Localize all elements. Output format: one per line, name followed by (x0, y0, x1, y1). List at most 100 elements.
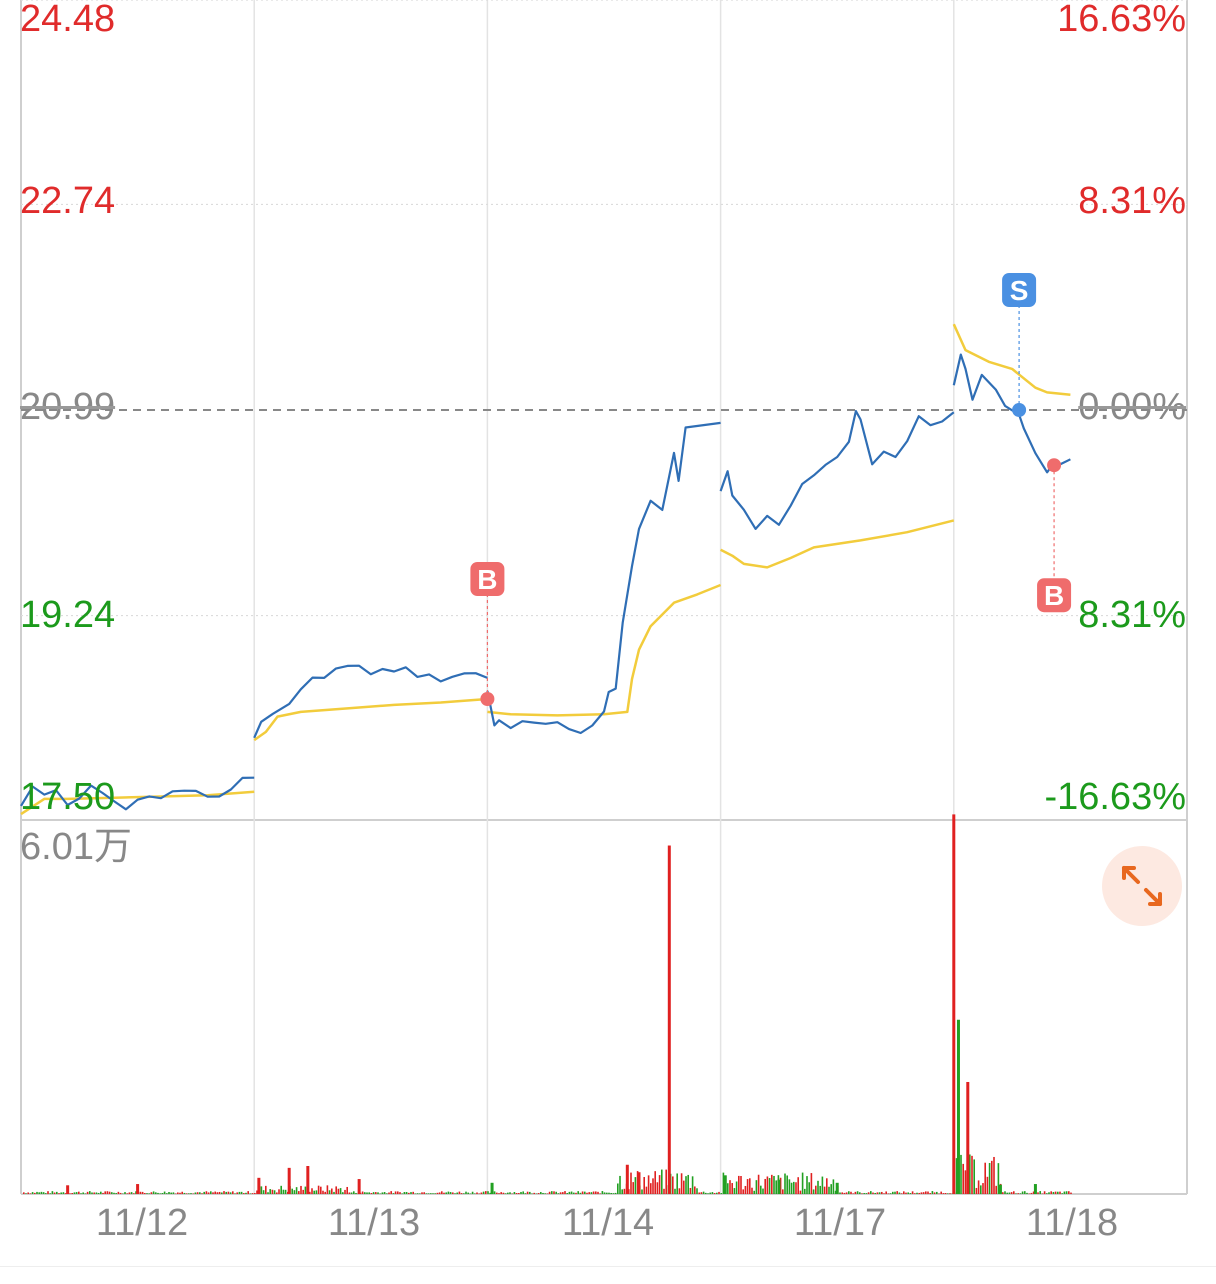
volume-bar (223, 1191, 225, 1194)
volume-bar (276, 1192, 278, 1194)
volume-bar (201, 1193, 203, 1194)
volume-bar (789, 1179, 791, 1194)
volume-bar (817, 1181, 819, 1194)
volume-bar (434, 1193, 436, 1194)
volume-bar (234, 1193, 236, 1194)
volume-bar (1037, 1192, 1039, 1194)
volume-bar (300, 1186, 302, 1194)
volume-bar (745, 1186, 747, 1194)
volume-bar (203, 1192, 205, 1194)
volume-bar (692, 1176, 694, 1194)
volume-bar (269, 1189, 271, 1194)
volume-bar (811, 1173, 813, 1194)
volume-spike-bar (358, 1179, 361, 1194)
marker-label-2: B (1044, 580, 1064, 611)
volume-bar (588, 1192, 590, 1194)
right-axis-label-base: 0.00% (1078, 388, 1186, 426)
volume-bar (274, 1190, 276, 1194)
volume-bar (443, 1193, 445, 1194)
volume-bar (749, 1178, 751, 1194)
volume-bar (38, 1192, 40, 1194)
volume-bar (1017, 1193, 1019, 1194)
volume-bar (709, 1193, 711, 1194)
volume-bar (885, 1191, 887, 1194)
volume-bar (650, 1183, 652, 1194)
volume-bar (320, 1187, 322, 1194)
volume-bar (186, 1193, 188, 1194)
volume-bar (696, 1188, 698, 1194)
volume-bar (498, 1193, 500, 1194)
volume-bar (881, 1192, 883, 1194)
volume-bar (923, 1192, 925, 1194)
volume-bar (362, 1191, 364, 1194)
volume-bar (1004, 1191, 1006, 1194)
volume-bar (564, 1191, 566, 1194)
volume-bar (903, 1191, 905, 1194)
volume-bar (857, 1191, 859, 1194)
volume-bar (553, 1191, 555, 1194)
volume-bar (1009, 1193, 1011, 1194)
expand-arrows-icon (1102, 846, 1182, 926)
volume-bar (793, 1182, 795, 1194)
volume-bar (34, 1193, 36, 1194)
volume-bar (390, 1191, 392, 1194)
volume-bar (115, 1193, 117, 1194)
volume-bar (267, 1192, 269, 1194)
volume-bar (679, 1188, 681, 1194)
volume-bar (806, 1176, 808, 1194)
volume-bar (184, 1193, 186, 1194)
marker-label-0: B (477, 564, 497, 595)
volume-bar (439, 1192, 441, 1194)
volume-bar (960, 1155, 962, 1194)
volume-bar (894, 1192, 896, 1194)
volume-bar (760, 1186, 762, 1194)
volume-bar (1024, 1191, 1026, 1194)
volume-bar (914, 1193, 916, 1194)
avg-price-line-segment-2 (487, 585, 720, 715)
expand-fullscreen-button[interactable] (1102, 846, 1182, 926)
volume-bar (327, 1185, 329, 1194)
volume-bar (575, 1193, 577, 1194)
volume-bar (597, 1192, 599, 1194)
volume-bar (272, 1190, 274, 1194)
volume-bar (168, 1192, 170, 1194)
volume-bar (291, 1189, 293, 1194)
volume-bar (641, 1189, 643, 1194)
volume-bar (23, 1192, 25, 1194)
volume-bar (828, 1187, 830, 1194)
volume-bar (157, 1193, 159, 1194)
volume-bar (584, 1192, 586, 1194)
volume-bar (386, 1193, 388, 1194)
volume-bar (472, 1192, 474, 1194)
volume-bar (305, 1187, 307, 1194)
volume-bar (522, 1191, 524, 1194)
volume-bar (833, 1179, 835, 1194)
volume-spike-bar (306, 1166, 309, 1194)
volume-bar (861, 1193, 863, 1194)
volume-bar (841, 1192, 843, 1194)
volume-bar (195, 1192, 197, 1194)
volume-bar (1070, 1193, 1072, 1194)
volume-bar (549, 1192, 551, 1194)
volume-bar (962, 1164, 964, 1194)
volume-bar (608, 1193, 610, 1194)
volume-bar (210, 1191, 212, 1194)
volume-bar (331, 1189, 333, 1194)
volume-bar (89, 1191, 91, 1194)
volume-bar (113, 1193, 115, 1194)
volume-bar (586, 1193, 588, 1194)
volume-bar (456, 1193, 458, 1194)
volume-bar (852, 1193, 854, 1194)
volume-bar (27, 1192, 29, 1194)
volume-bar (208, 1192, 210, 1194)
volume-bar (393, 1193, 395, 1194)
volume-bar (283, 1190, 285, 1194)
left-axis-label-base: 20.99 (20, 388, 115, 426)
volume-bar (800, 1191, 802, 1194)
volume-bar (206, 1191, 208, 1194)
volume-bar (698, 1193, 700, 1194)
volume-bar (844, 1193, 846, 1194)
volume-bar (151, 1192, 153, 1194)
volume-bar (973, 1159, 975, 1194)
volume-bar (166, 1193, 168, 1194)
